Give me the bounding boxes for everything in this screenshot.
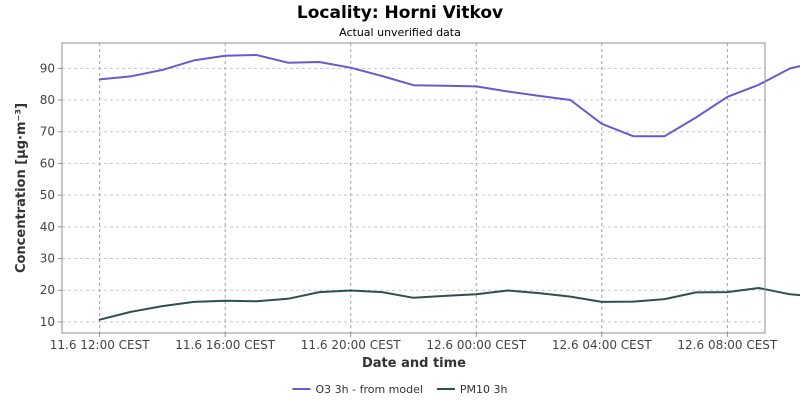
legend-label-1: PM10 3h — [460, 383, 508, 396]
x-tick-label: 11.6 16:00 CEST — [175, 338, 276, 352]
legend-label-0: O3 3h - from model — [315, 383, 422, 396]
y-axis-ticks: 10 20 30 40 50 60 70 80 90 — [40, 61, 62, 329]
x-tick-label: 12.6 08:00 CEST — [677, 338, 778, 352]
y-tick-label: 30 — [40, 252, 55, 266]
y-tick-label: 70 — [40, 125, 55, 139]
x-axis-ticks: 11.6 12:00 CEST 11.6 16:00 CEST 11.6 20:00… — [50, 333, 778, 352]
y-tick-label: 90 — [40, 61, 55, 75]
x-tick-label: 11.6 20:00 CEST — [301, 338, 402, 352]
legend: O3 3h - from model PM10 3h — [292, 383, 508, 396]
chart-subtitle: Actual unverified data — [339, 26, 461, 39]
x-tick-label: 11.6 12:00 CEST — [50, 338, 151, 352]
y-tick-label: 20 — [40, 283, 55, 297]
y-axis-title: Concentration [µg·m⁻³] — [14, 103, 29, 273]
y-tick-label: 50 — [40, 188, 55, 202]
plot-area-border — [61, 42, 766, 334]
x-axis-title: Date and time — [362, 356, 466, 371]
series-line-1 — [98, 287, 800, 321]
chart-title: Locality: Horni Vitkov — [297, 3, 503, 23]
grid-lines — [62, 43, 765, 333]
x-tick-label: 12.6 04:00 CEST — [552, 338, 653, 352]
y-tick-label: 40 — [40, 220, 55, 234]
series-line-0 — [98, 54, 800, 138]
y-tick-label: 80 — [40, 93, 55, 107]
x-tick-label: 12.6 00:00 CEST — [426, 338, 527, 352]
series-lines — [98, 54, 800, 321]
y-tick-label: 10 — [40, 315, 55, 329]
y-tick-label: 60 — [40, 156, 55, 170]
